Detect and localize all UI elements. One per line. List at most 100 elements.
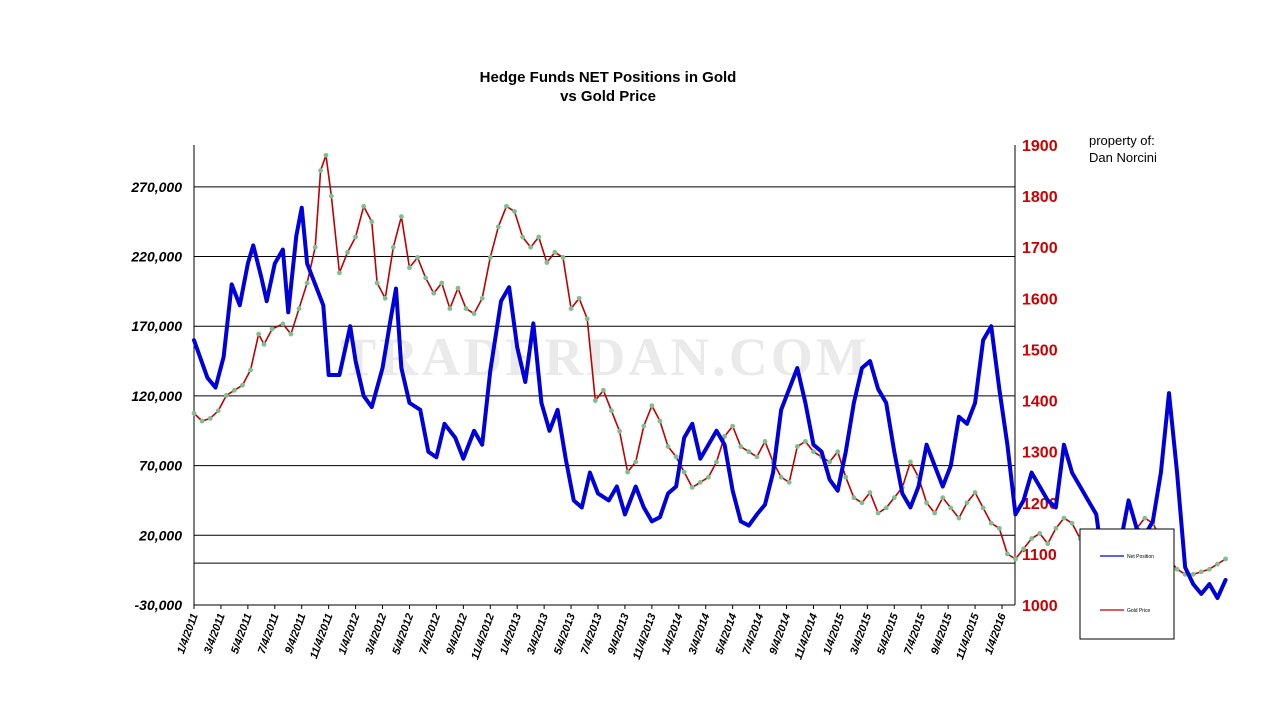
gold-price-point <box>891 495 897 501</box>
x-tick-label: 11/4/2013 <box>631 612 659 661</box>
x-tick-label: 11/4/2014 <box>793 612 821 661</box>
left-axis: 270,000 220,000 170,000 120,000 70,000 20,000… <box>130 179 182 613</box>
gold-price-point <box>1021 546 1026 552</box>
gridlines <box>194 186 1015 564</box>
x-tick-label: 1/4/2012 <box>336 612 362 656</box>
gold-price-point <box>328 193 334 199</box>
gold-price-point <box>600 387 606 393</box>
x-tick-label: 1/4/2011 <box>175 612 201 656</box>
gold-price-point <box>512 209 517 214</box>
y-right-tick-label: 1000 <box>1022 598 1058 615</box>
y-left-tick-label: 70,000 <box>139 458 182 474</box>
gold-price-point <box>304 280 310 286</box>
gold-price-point <box>407 265 412 271</box>
gold-price-point <box>536 234 542 240</box>
author-note: Dan Norcini <box>1089 150 1157 165</box>
y-left-tick-label: 20,000 <box>138 527 182 543</box>
legend: Net Position Gold Price <box>1079 528 1175 640</box>
legend-label-net: Net Position <box>1127 554 1154 560</box>
gold-price-point <box>248 367 253 373</box>
gold-price-point <box>1029 536 1035 541</box>
gold-price-point <box>706 474 711 480</box>
gold-price-point <box>256 331 262 337</box>
gold-price-point <box>191 410 197 416</box>
gold-price-point <box>924 500 929 506</box>
y-left-tick-label: 120,000 <box>131 388 182 404</box>
gold-price-point <box>415 255 420 260</box>
x-tick-label: 9/4/2013 <box>606 612 632 656</box>
chart-title: Hedge Funds NET Positions in Gold <box>480 69 737 86</box>
x-tick-label: 9/4/2015 <box>929 611 955 656</box>
gold-price-point <box>665 444 671 449</box>
gold-price-point <box>649 403 655 409</box>
gold-price-point <box>423 275 429 281</box>
chart-subtitle: vs Gold Price <box>560 88 656 105</box>
y-right-tick-label: 1100 <box>1022 547 1057 564</box>
x-tick-label: 5/4/2015 <box>875 611 901 656</box>
y-left-tick-label: 270,000 <box>130 179 182 195</box>
gold-price-point <box>232 387 237 393</box>
gold-price-point <box>296 306 302 311</box>
x-tick-label: 11/4/2012 <box>469 612 497 661</box>
gold-price-point <box>479 295 485 301</box>
gold-price-point <box>520 234 525 240</box>
gold-price-point <box>843 474 849 480</box>
gold-price-point <box>746 449 752 455</box>
gold-price-point <box>681 469 687 475</box>
x-tick-label: 9/4/2012 <box>444 612 470 656</box>
gold-price-point <box>1198 569 1204 575</box>
gold-price-point <box>369 219 375 225</box>
gold-price-point <box>689 485 695 490</box>
x-tick-label: 1/4/2013 <box>498 612 524 656</box>
gold-price-point <box>1013 556 1018 562</box>
gold-price-point <box>544 260 550 265</box>
y-left-tick-label: 220,000 <box>130 249 182 265</box>
gold-price-point <box>827 459 833 465</box>
gold-price-point <box>762 439 768 444</box>
gold-price-point <box>794 444 800 449</box>
gold-price-point <box>528 244 534 250</box>
gold-price-point <box>495 224 501 230</box>
gold-price-point <box>1069 520 1075 526</box>
gold-price-point <box>1174 566 1180 572</box>
gold-price-point <box>754 454 760 460</box>
gold-price-point <box>318 168 323 173</box>
x-tick-label: 7/4/2015 <box>902 611 928 656</box>
y-right-tick-label: 1300 <box>1022 445 1058 462</box>
y-right-tick-label: 1800 <box>1022 189 1058 206</box>
gold-price-point <box>374 280 380 286</box>
x-tick-label: 1/4/2016 <box>983 611 1009 656</box>
gold-price-point <box>1206 566 1212 572</box>
gold-price-point <box>1215 561 1220 567</box>
gold-price-point <box>431 290 437 296</box>
gold-price-point <box>859 500 865 506</box>
gold-price-point <box>811 449 816 455</box>
gold-price-point <box>223 393 229 398</box>
gold-price-point <box>802 439 808 444</box>
gold-price-point <box>390 244 396 250</box>
gold-price-point <box>312 244 318 250</box>
x-tick-label: 5/4/2011 <box>229 612 255 656</box>
gold-price-point <box>1004 551 1010 557</box>
gold-price-point <box>996 525 1002 531</box>
gold-price-point <box>633 459 639 465</box>
gold-price-point <box>1190 571 1196 577</box>
gold-price-point <box>867 490 873 495</box>
gold-price-point <box>625 469 631 475</box>
gold-price-point <box>207 416 213 421</box>
gold-price-point <box>447 306 453 311</box>
gold-price-point <box>722 433 727 439</box>
gold-price-point <box>883 505 889 511</box>
gold-price-point <box>972 490 978 495</box>
x-tick-label: 9/4/2014 <box>767 612 793 656</box>
gold-price-point <box>1223 556 1228 562</box>
gold-price-point <box>592 398 598 403</box>
x-tick-label: 3/4/2011 <box>202 612 228 656</box>
watermark: TRADERDAN.COM <box>340 327 869 387</box>
gold-price-point <box>288 331 294 337</box>
gold-price-point <box>1061 515 1067 521</box>
gold-price-point <box>323 152 329 158</box>
x-tick-label: 5/4/2012 <box>390 612 416 656</box>
